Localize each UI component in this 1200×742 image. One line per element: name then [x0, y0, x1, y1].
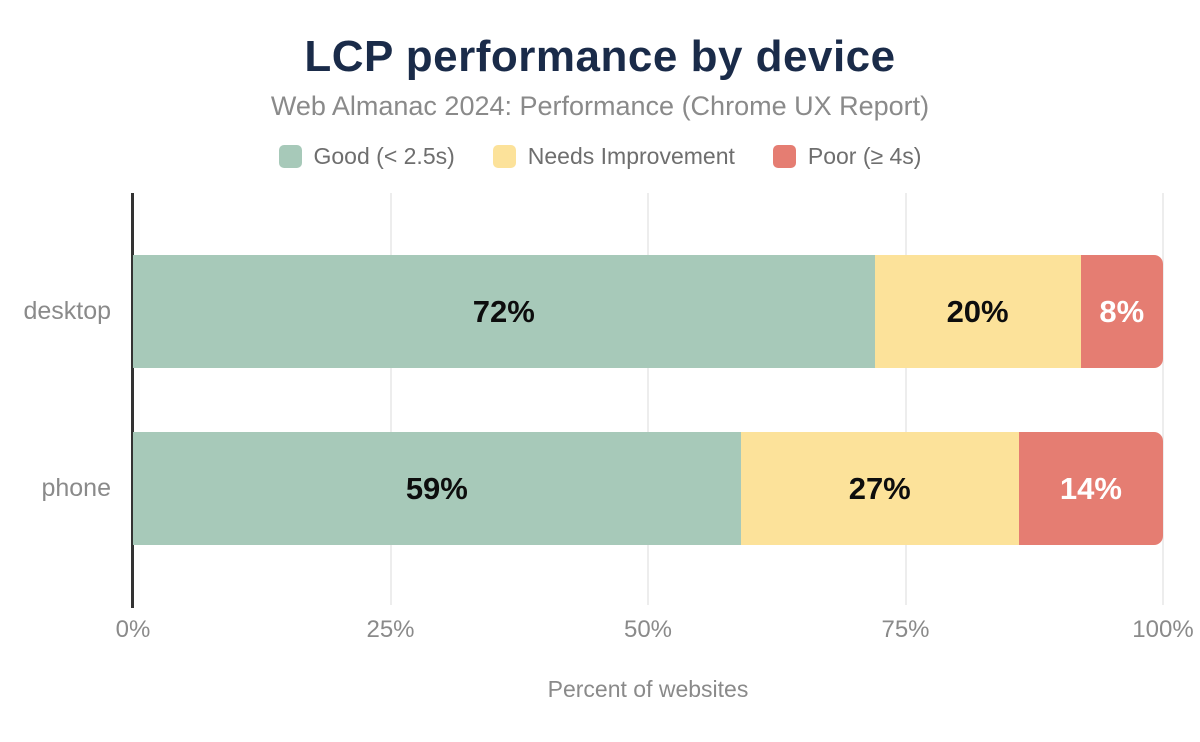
x-axis-label: Percent of websites	[547, 676, 749, 702]
legend-item-poor: Poor (≥ 4s)	[772, 143, 922, 170]
gridline-75	[904, 193, 907, 605]
x-axis-ticks: 0% 25% 50% 75% 100%	[116, 616, 1194, 646]
legend: Good (< 2.5s) Needs Improvement Poor (≥ …	[0, 143, 1200, 170]
x-tick-0: 0%	[115, 616, 151, 643]
segment-value-label: 14%	[1059, 470, 1122, 506]
stacked-bar-desktop: 72% 20% 8%	[133, 255, 1163, 368]
bar-row-desktop: desktop 72% 20% 8%	[23, 255, 1163, 368]
bar-segment-phone-2: 14%	[1018, 432, 1163, 545]
bar-segment-desktop-1: 20%	[874, 255, 1081, 368]
x-tick-25: 25%	[366, 616, 415, 643]
segment-value-label: 20%	[946, 293, 1009, 329]
x-tick-75: 75%	[881, 616, 930, 643]
category-label-phone: phone	[41, 474, 111, 502]
bar-segment-phone-0: 59%	[133, 432, 741, 545]
segment-value-label: 59%	[405, 470, 468, 506]
gridline-100	[1162, 193, 1164, 605]
legend-item-needs-improvement: Needs Improvement	[492, 143, 735, 170]
gridline-50	[647, 193, 649, 605]
y-axis-line	[131, 193, 134, 608]
segment-value-label: 27%	[848, 470, 911, 506]
legend-label-poor: Poor (≥ 4s)	[807, 143, 922, 169]
x-tick-50: 50%	[623, 616, 673, 643]
legend-swatch-good-icon	[278, 145, 302, 168]
chart-title: LCP performance by device	[304, 32, 896, 81]
legend-label-needs-improvement: Needs Improvement	[527, 143, 735, 169]
legend-swatch-poor-icon	[772, 145, 796, 168]
bar-segment-desktop-0: 72%	[133, 255, 875, 368]
segment-value-label: 72%	[472, 293, 535, 329]
bar-segment-desktop-2: 8%	[1080, 255, 1163, 368]
plot-area: desktop 72% 20% 8% phone 59% 27% 14%	[23, 193, 1164, 608]
legend-item-good: Good (< 2.5s)	[278, 143, 455, 170]
stacked-bar-phone: 59% 27% 14%	[133, 432, 1163, 545]
category-label-desktop: desktop	[23, 297, 111, 325]
legend-swatch-needs-improvement-icon	[492, 145, 516, 168]
chart-subtitle: Web Almanac 2024: Performance (Chrome UX…	[270, 91, 930, 121]
segment-value-label: 8%	[1099, 293, 1145, 329]
x-tick-100: 100%	[1132, 616, 1194, 643]
bar-segment-phone-1: 27%	[740, 432, 1019, 545]
bar-row-phone: phone 59% 27% 14%	[41, 432, 1163, 545]
legend-label-good: Good (< 2.5s)	[313, 143, 455, 169]
gridline-25	[389, 193, 392, 605]
